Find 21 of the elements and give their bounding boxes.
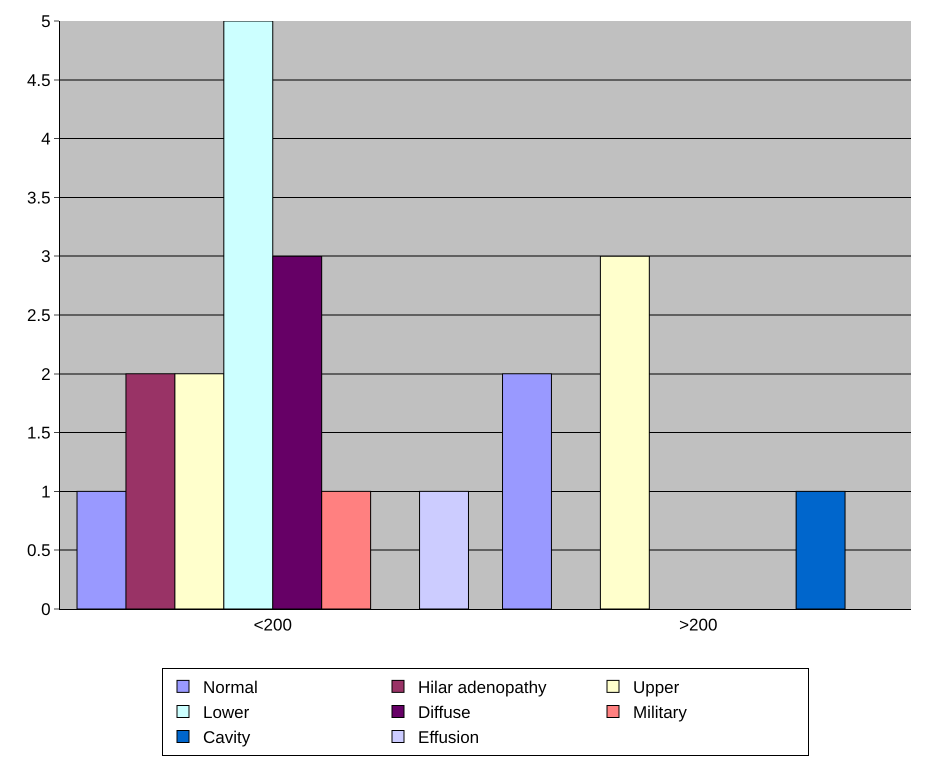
y-tick-label: 3.5 (26, 188, 51, 208)
y-tick-label: 2 (41, 364, 51, 384)
y-tick-label: 1 (41, 482, 51, 502)
y-tick-label: 0 (41, 600, 51, 619)
legend-label: Normal (203, 678, 258, 697)
y-tick-label: 0.5 (26, 541, 51, 560)
y-tick-label: 4.5 (26, 70, 51, 90)
y-tick-label: 3 (41, 247, 51, 266)
y-tick-label: 5 (41, 12, 51, 31)
legend-label: Effusion (418, 728, 480, 748)
y-tick-label: 1.5 (26, 424, 51, 443)
legend-label: Lower (203, 703, 250, 722)
x-tick-label: <200 (254, 615, 292, 634)
legend-label: Hilar adenopathy (418, 678, 548, 697)
y-tick-label: 4 (41, 130, 51, 149)
legend-label: Diffuse (418, 703, 471, 722)
x-tick-label: >200 (679, 615, 718, 634)
legend-label: Cavity (203, 728, 251, 748)
legend-label: Upper (633, 678, 680, 697)
y-tick-label: 2.5 (26, 306, 51, 325)
legend-label: Military (633, 703, 688, 722)
